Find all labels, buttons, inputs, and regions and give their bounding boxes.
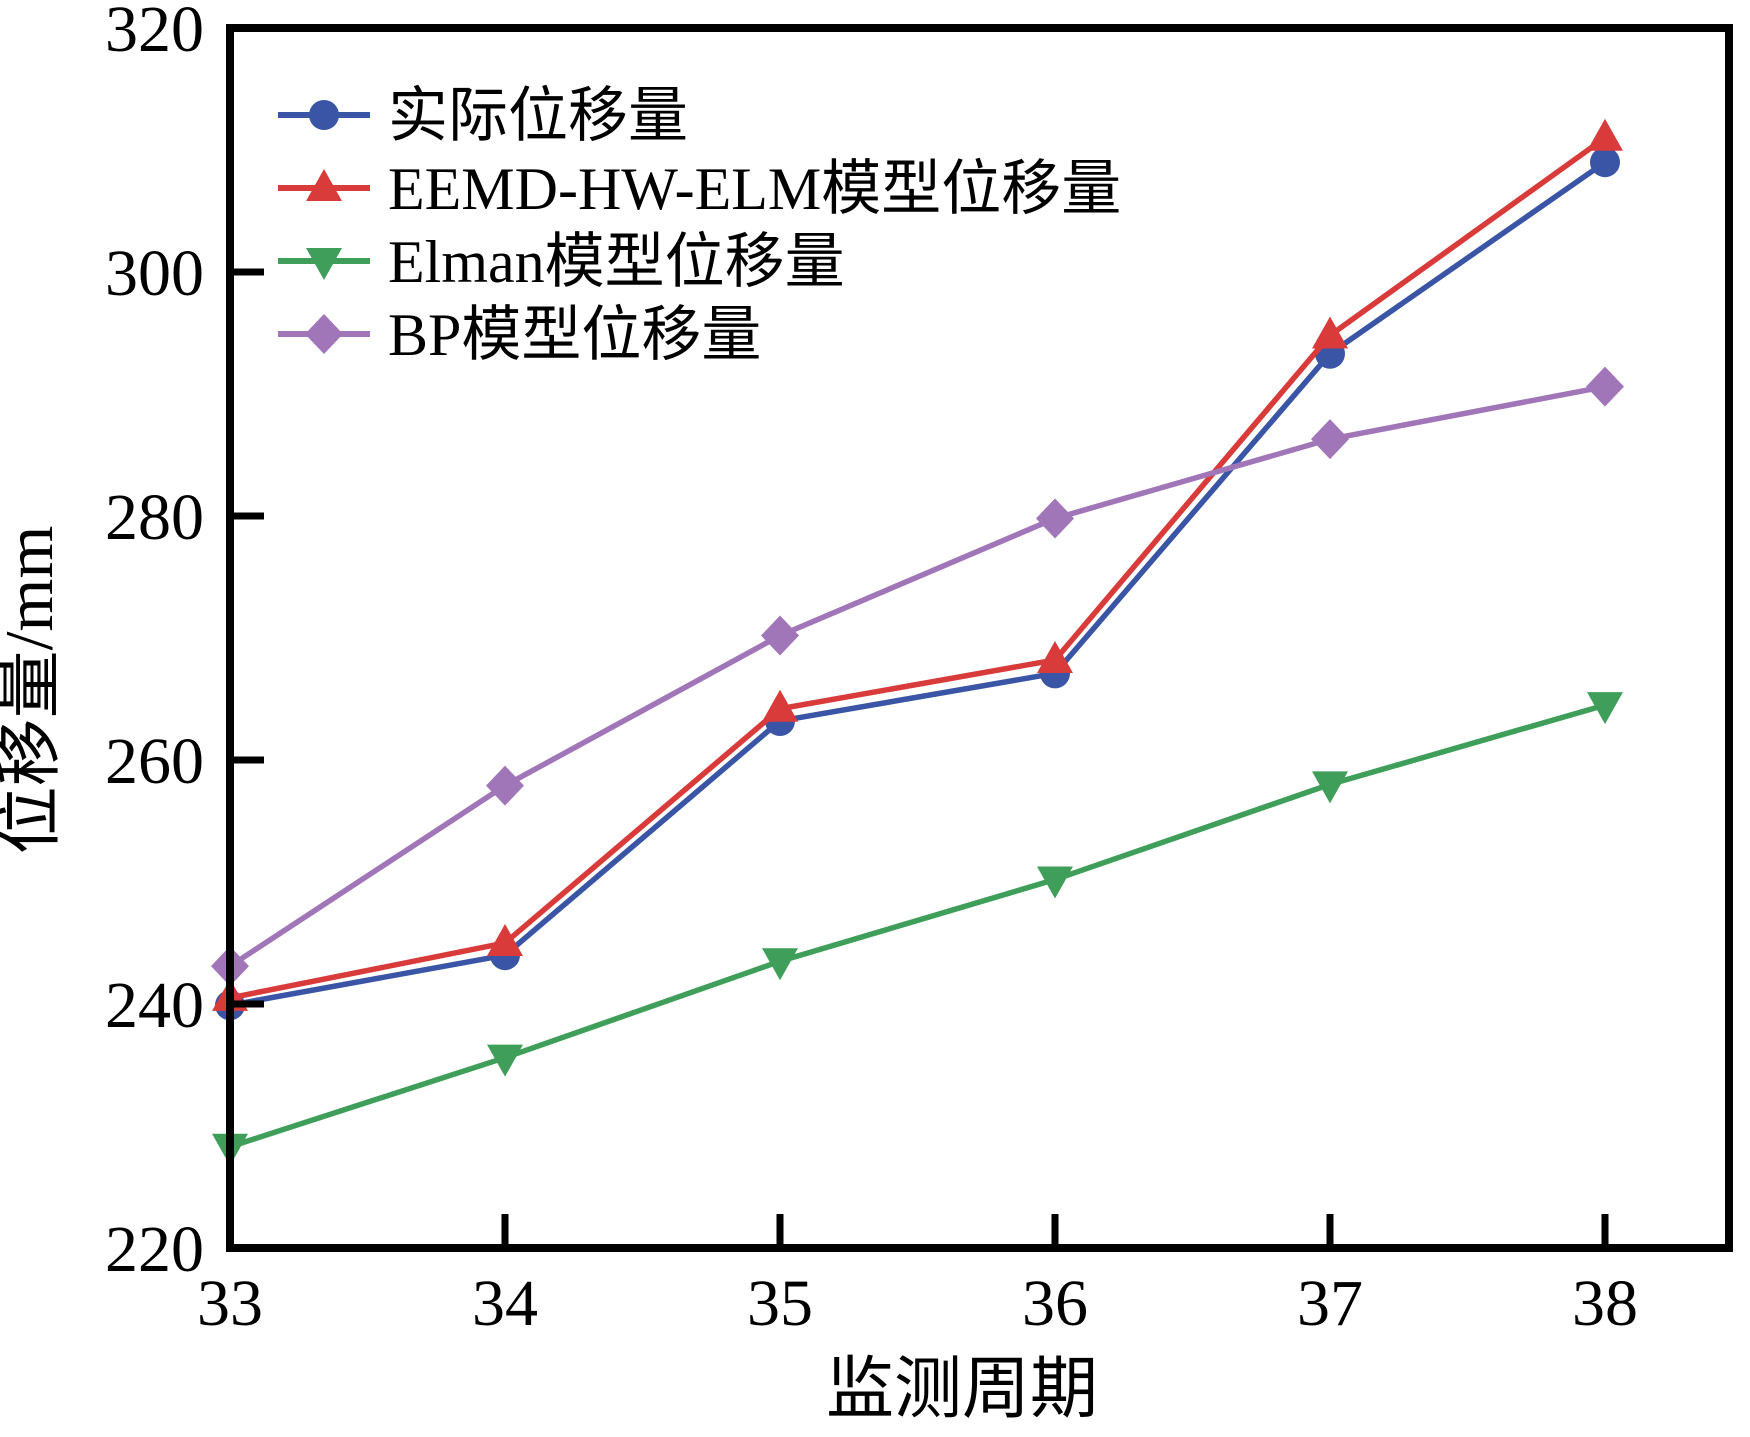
data-point-s2-x34	[487, 924, 523, 956]
series-line-3	[229, 702, 1606, 1150]
legend-marker-diamond	[305, 314, 343, 354]
ticks-layer	[226, 24, 1609, 1252]
x-axis-label: 监测周期	[826, 1351, 1098, 1427]
data-point-s2-x36	[1037, 640, 1073, 673]
data-point-s4-x36	[1036, 498, 1074, 539]
series-line-4	[228, 383, 1606, 969]
legend-label: BP模型位移量	[388, 302, 761, 368]
x-tick-label: 37	[1297, 1267, 1363, 1340]
legend-marker-triangle-down	[306, 248, 342, 280]
data-point-s3-x37	[1312, 771, 1348, 804]
x-tick-label: 34	[472, 1267, 538, 1340]
legend-item: EEMD-HW-ELM模型位移量	[278, 156, 1121, 222]
x-tick-label: 35	[747, 1267, 813, 1340]
data-point-s3-x34	[487, 1044, 523, 1077]
data-point-s4-x35	[761, 615, 799, 656]
series-layer	[211, 118, 1624, 1166]
x-tick-label: 33	[197, 1267, 263, 1340]
data-point-s4-x38	[1586, 366, 1624, 407]
legend-label: Elman模型位移量	[388, 229, 845, 295]
data-point-s2-x38	[1587, 118, 1623, 151]
data-point-s4-x37	[1311, 419, 1349, 460]
data-point-s2-x35	[762, 689, 798, 722]
legend-label: 实际位移量	[388, 83, 688, 149]
data-point-s3-x36	[1037, 866, 1073, 899]
data-point-s2-x37	[1312, 316, 1348, 349]
legend-label: EEMD-HW-ELM模型位移量	[388, 156, 1121, 222]
legend-item: BP模型位移量	[278, 302, 761, 368]
data-point-s4-x34	[486, 765, 524, 806]
plot-border	[226, 24, 1733, 1252]
legend-marker-circle	[309, 100, 339, 130]
series-line-1	[229, 159, 1607, 1008]
tick-labels-layer: 220 240 260 280 300 320 33 34 35 36 37 38	[105, 0, 1638, 1340]
y-tick-label: 220	[105, 1213, 204, 1286]
legend-marker-triangle-up	[306, 169, 342, 201]
y-tick-label: 260	[105, 725, 204, 798]
x-tick-label: 38	[1572, 1267, 1638, 1340]
legend-item: 实际位移量	[278, 83, 688, 149]
legend: 实际位移量 EEMD-HW-ELM模型位移量 Elman模型位移量 BP模型位移量	[278, 83, 1121, 368]
y-tick-label: 280	[105, 481, 204, 554]
series-line-2	[229, 135, 1607, 1001]
data-point-s1-x38	[1590, 147, 1620, 178]
y-tick-label: 300	[105, 237, 204, 310]
data-point-s3-x35	[762, 948, 798, 981]
data-point-s3-x38	[1587, 692, 1623, 725]
y-tick-label: 240	[105, 969, 204, 1042]
legend-item: Elman模型位移量	[278, 229, 845, 295]
y-tick-label: 320	[105, 0, 204, 66]
x-tick-label: 36	[1022, 1267, 1088, 1340]
y-axis-label: 位移量/mm	[0, 526, 67, 855]
